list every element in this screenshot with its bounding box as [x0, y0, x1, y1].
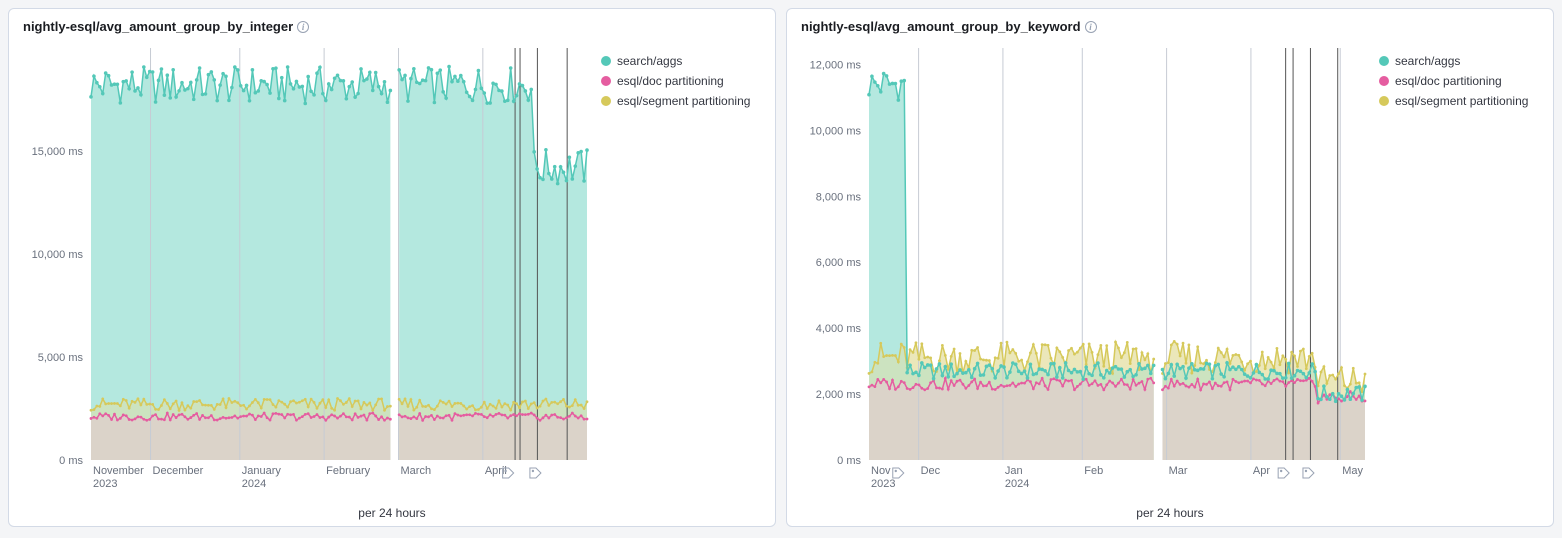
legend-dot-icon	[1379, 96, 1389, 106]
svg-text:Feb: Feb	[1084, 465, 1103, 477]
legend-item-esql-doc[interactable]: esql/doc partitioning	[601, 74, 761, 88]
legend: search/aggs esql/doc partitioning esql/s…	[1369, 40, 1539, 500]
legend-item-search-aggs[interactable]: search/aggs	[601, 54, 761, 68]
svg-text:Nov: Nov	[871, 465, 891, 477]
legend-label: esql/segment partitioning	[1395, 94, 1528, 108]
svg-text:2023: 2023	[871, 478, 895, 490]
panel-avg-amount-group-by-integer: nightly-esql/avg_amount_group_by_integer…	[8, 8, 776, 527]
svg-text:2024: 2024	[1005, 478, 1029, 490]
x-axis-caption: per 24 hours	[23, 500, 761, 520]
legend-item-esql-segment[interactable]: esql/segment partitioning	[1379, 94, 1539, 108]
legend-dot-icon	[1379, 56, 1389, 66]
svg-text:January: January	[242, 465, 282, 477]
svg-text:December: December	[153, 465, 204, 477]
dashboard: nightly-esql/avg_amount_group_by_integer…	[8, 8, 1554, 527]
svg-text:10,000 ms: 10,000 ms	[32, 249, 84, 261]
svg-text:4,000 ms: 4,000 ms	[816, 323, 862, 335]
legend-label: esql/segment partitioning	[617, 94, 750, 108]
panel-title-text: nightly-esql/avg_amount_group_by_keyword	[801, 19, 1081, 34]
svg-text:March: March	[401, 465, 432, 477]
svg-text:2023: 2023	[93, 478, 117, 490]
legend-label: search/aggs	[1395, 54, 1460, 68]
legend-label: search/aggs	[617, 54, 682, 68]
svg-text:February: February	[326, 465, 371, 477]
svg-text:12,000 ms: 12,000 ms	[810, 59, 862, 71]
legend-label: esql/doc partitioning	[1395, 74, 1502, 88]
svg-text:5,000 ms: 5,000 ms	[38, 352, 84, 364]
svg-text:15,000 ms: 15,000 ms	[32, 146, 84, 158]
svg-text:Dec: Dec	[921, 465, 941, 477]
svg-text:2024: 2024	[242, 478, 266, 490]
panel-avg-amount-group-by-keyword: nightly-esql/avg_amount_group_by_keyword…	[786, 8, 1554, 527]
legend-item-search-aggs[interactable]: search/aggs	[1379, 54, 1539, 68]
panel-title-text: nightly-esql/avg_amount_group_by_integer	[23, 19, 293, 34]
info-icon[interactable]: i	[297, 21, 309, 33]
svg-text:6,000 ms: 6,000 ms	[816, 257, 862, 269]
panel-title: nightly-esql/avg_amount_group_by_keyword…	[801, 19, 1539, 34]
svg-text:0 ms: 0 ms	[59, 455, 83, 467]
chart-row: 0 ms5,000 ms10,000 ms15,000 msNovember20…	[23, 40, 761, 500]
legend-item-esql-doc[interactable]: esql/doc partitioning	[1379, 74, 1539, 88]
chart-row: 0 ms 2,000 ms 4,000 ms 6,000 ms 8,000 ms 10,0…	[801, 40, 1539, 500]
legend: search/aggs esql/doc partitioning esql/s…	[591, 40, 761, 500]
legend-label: esql/doc partitioning	[617, 74, 724, 88]
legend-dot-icon	[1379, 76, 1389, 86]
svg-text:10,000 ms: 10,000 ms	[810, 125, 862, 137]
legend-dot-icon	[601, 96, 611, 106]
info-icon[interactable]: i	[1085, 21, 1097, 33]
chart-area-right[interactable]: 0 ms 2,000 ms 4,000 ms 6,000 ms 8,000 ms 10,0…	[801, 40, 1369, 500]
svg-text:0 ms: 0 ms	[837, 455, 861, 467]
svg-text:Jan: Jan	[1005, 465, 1023, 477]
svg-text:May: May	[1342, 465, 1363, 477]
legend-dot-icon	[601, 56, 611, 66]
svg-text:Apr: Apr	[1253, 465, 1270, 477]
x-axis-caption: per 24 hours	[801, 500, 1539, 520]
panel-title: nightly-esql/avg_amount_group_by_integer…	[23, 19, 761, 34]
svg-text:April: April	[485, 465, 507, 477]
svg-text:8,000 ms: 8,000 ms	[816, 191, 862, 203]
legend-dot-icon	[601, 76, 611, 86]
chart-area-left[interactable]: 0 ms5,000 ms10,000 ms15,000 msNovember20…	[23, 40, 591, 500]
svg-text:Mar: Mar	[1169, 465, 1188, 477]
legend-item-esql-segment[interactable]: esql/segment partitioning	[601, 94, 761, 108]
svg-text:November: November	[93, 465, 144, 477]
svg-text:2,000 ms: 2,000 ms	[816, 389, 862, 401]
